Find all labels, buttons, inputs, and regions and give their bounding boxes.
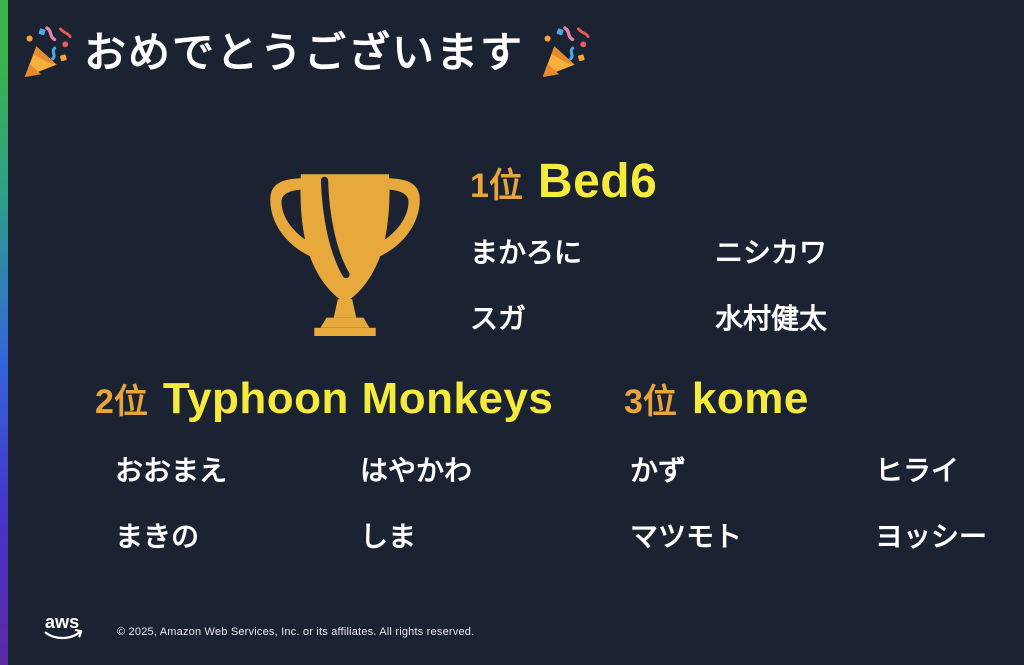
member-name: はやかわ — [360, 455, 473, 486]
second-place-header: 2位 Typhoon Monkeys — [95, 374, 553, 424]
slide-title-row: おめでとうございます — [18, 24, 590, 82]
trophy-icon — [270, 174, 420, 336]
member-name: おおまえ — [115, 455, 228, 486]
page-title: おめでとうございます — [84, 29, 525, 76]
party-popper-icon — [542, 26, 590, 78]
second-place-members: おおまえ はやかわ まきの しま — [115, 454, 605, 554]
team-name: Typhoon Monkeys — [162, 374, 554, 423]
copyright-text: © 2025, Amazon Web Services, Inc. or its… — [117, 626, 475, 638]
aws-smile-arrow — [44, 630, 82, 640]
member-name: 水村健太 — [715, 303, 828, 334]
rank-label: 3位 — [624, 383, 677, 421]
third-place-members: かず ヒライ マツモト ヨッシー — [630, 454, 1024, 554]
member-name: マツモト — [630, 521, 743, 552]
edge-gradient-stripe — [0, 0, 8, 665]
team-name: kome — [691, 374, 809, 423]
rank-label: 1位 — [470, 167, 523, 205]
aws-logo: aws — [44, 612, 83, 640]
first-place-header: 1位 Bed6 — [470, 154, 657, 209]
member-name: スガ — [470, 303, 527, 334]
member-name: しま — [360, 521, 417, 552]
party-popper-icon — [24, 26, 72, 78]
member-name: ヨッシー — [875, 521, 988, 552]
third-place-header: 3位 kome — [624, 374, 809, 424]
member-name: かず — [630, 455, 687, 486]
member-name: まきの — [115, 521, 200, 552]
member-name: まかろに — [470, 237, 583, 268]
first-place-members: まかろに ニシカワ スガ 水村健太 — [470, 236, 960, 336]
member-name: ヒライ — [875, 455, 960, 486]
team-name: Bed6 — [537, 155, 658, 208]
rank-label: 2位 — [95, 383, 148, 421]
member-name: ニシカワ — [715, 237, 828, 268]
aws-logo-text: aws — [45, 612, 79, 632]
